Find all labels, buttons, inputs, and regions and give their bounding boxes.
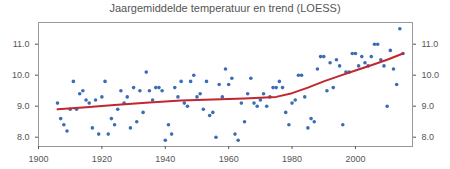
svg-text:10.0: 10.0 [12, 70, 30, 80]
svg-text:1960: 1960 [219, 154, 239, 164]
svg-text:8.0: 8.0 [17, 132, 30, 142]
svg-text:1980: 1980 [282, 154, 302, 164]
svg-text:11.0: 11.0 [13, 39, 30, 49]
svg-text:2000: 2000 [345, 154, 365, 164]
svg-text:1920: 1920 [92, 154, 112, 164]
svg-text:1900: 1900 [28, 154, 48, 164]
svg-text:10.0: 10.0 [422, 70, 440, 80]
svg-text:8.0: 8.0 [422, 132, 435, 142]
svg-text:1940: 1940 [155, 154, 175, 164]
svg-text:9.0: 9.0 [17, 101, 30, 111]
svg-text:9.0: 9.0 [422, 101, 435, 111]
svg-text:11.0: 11.0 [422, 39, 439, 49]
html-text:Jaargemiddelde temperatuur en: Jaargemiddelde temperatuur en trend (LOE… [109, 2, 341, 14]
